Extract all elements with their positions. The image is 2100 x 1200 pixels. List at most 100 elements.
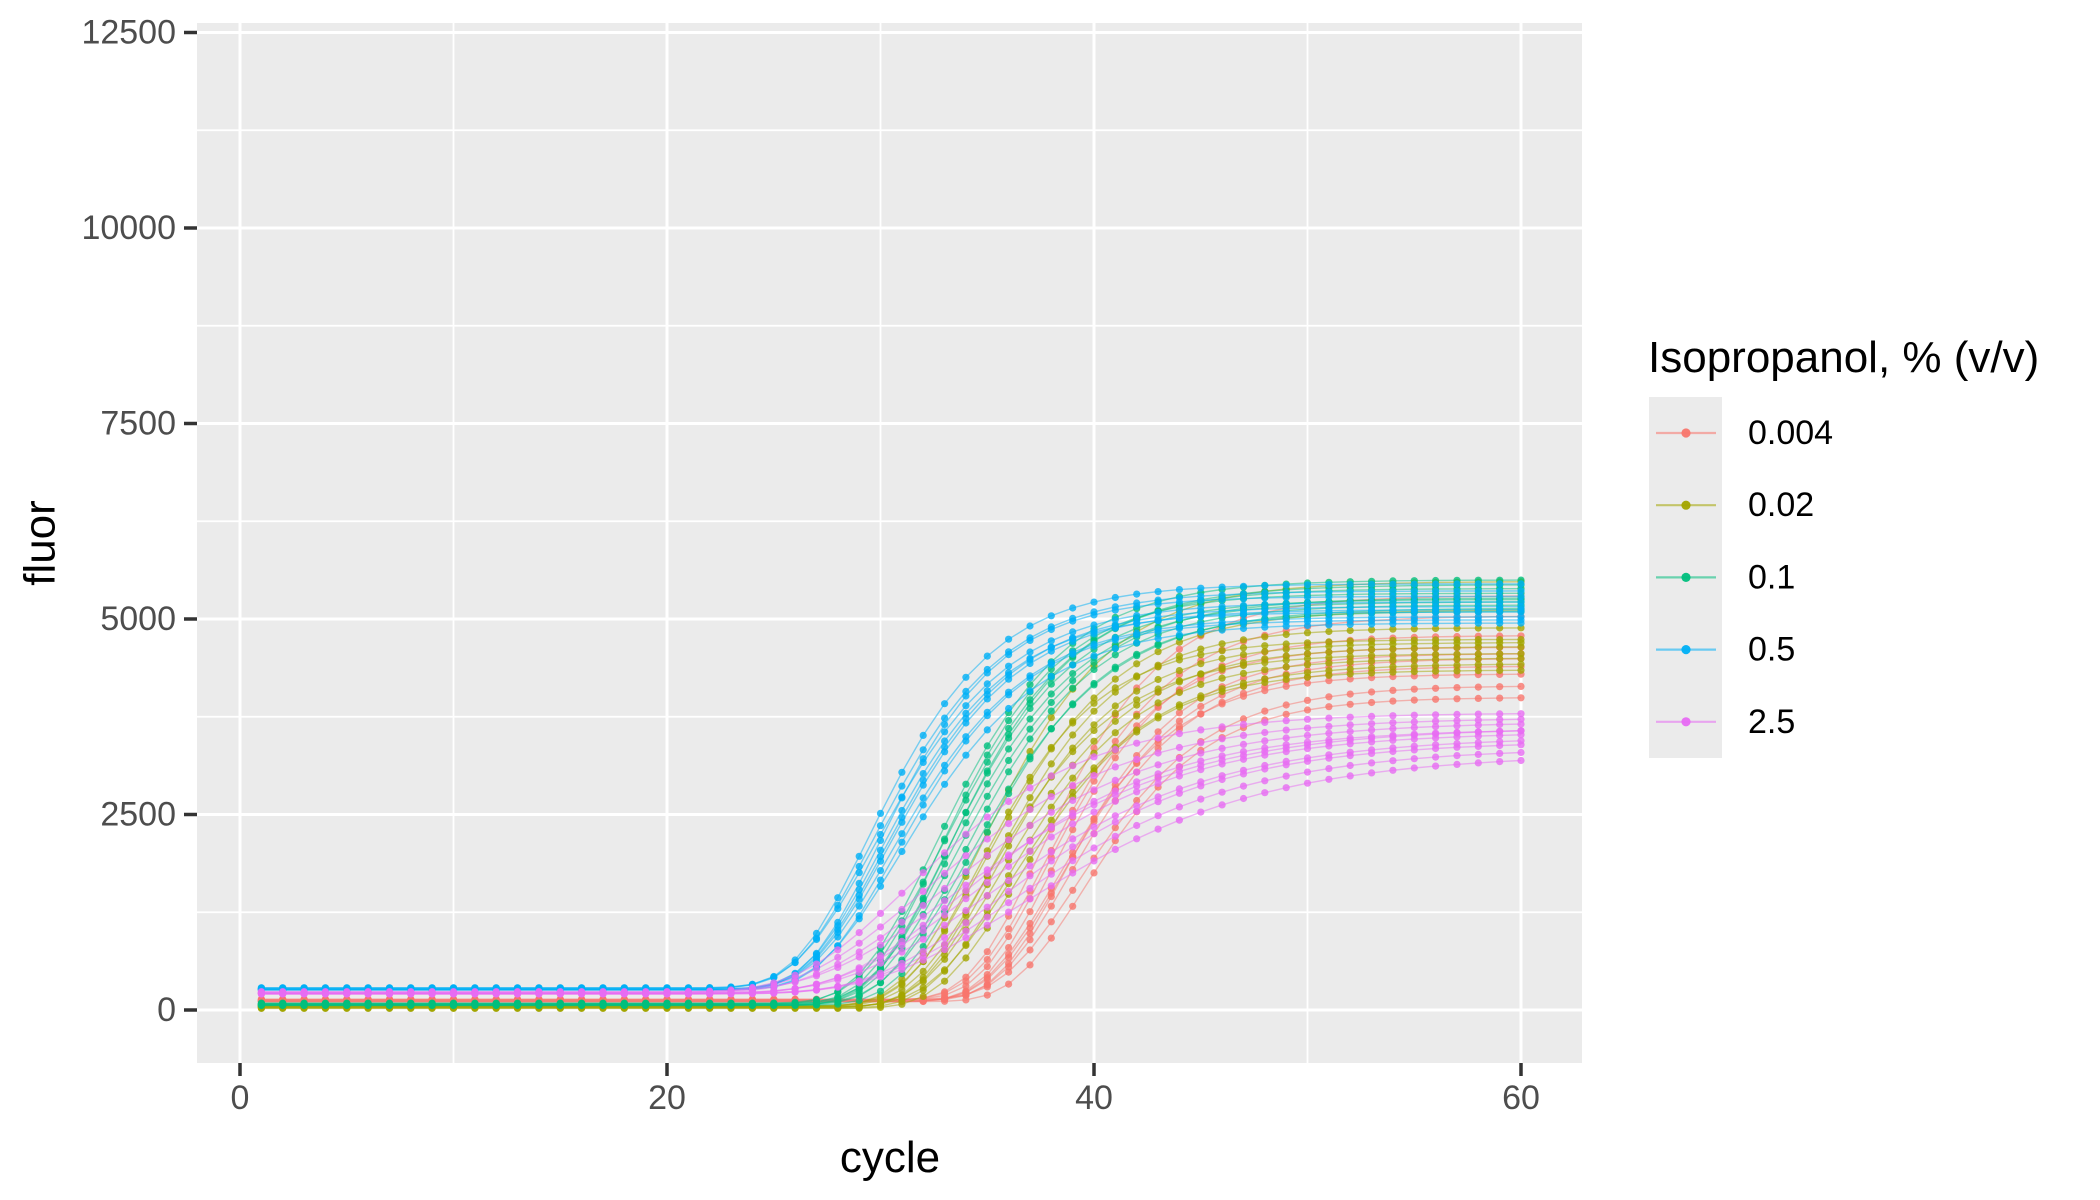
data-point — [1218, 665, 1226, 673]
data-point — [791, 978, 799, 986]
data-point — [1282, 630, 1290, 639]
data-point — [1175, 625, 1183, 633]
data-point — [983, 712, 991, 720]
data-point — [1026, 908, 1034, 916]
data-point — [1154, 640, 1162, 648]
data-point — [1069, 661, 1077, 669]
data-point — [1111, 606, 1119, 614]
data-point — [1432, 580, 1440, 588]
data-point — [962, 692, 970, 700]
data-point — [983, 974, 991, 982]
data-point — [1410, 735, 1418, 743]
data-point — [941, 897, 949, 905]
data-point — [962, 895, 970, 903]
data-point — [1026, 699, 1034, 708]
data-point — [1368, 769, 1376, 777]
data-point — [1239, 748, 1248, 756]
data-point — [556, 1001, 564, 1009]
data-point — [1047, 793, 1055, 801]
data-point — [1133, 631, 1141, 639]
data-point — [1517, 682, 1525, 691]
data-point — [1026, 805, 1034, 814]
data-point — [941, 780, 949, 788]
data-point — [1175, 730, 1183, 738]
data-point — [1261, 737, 1269, 745]
data-point — [1026, 794, 1034, 802]
data-point — [1069, 848, 1077, 857]
data-point — [1090, 721, 1098, 729]
data-point — [1197, 651, 1205, 659]
data-point — [876, 857, 885, 865]
data-point — [1090, 699, 1098, 707]
data-point — [1005, 691, 1013, 699]
data-point — [834, 953, 842, 962]
data-point — [1346, 734, 1354, 742]
data-point — [1197, 782, 1205, 790]
data-point — [1154, 588, 1162, 596]
data-point — [1090, 726, 1098, 735]
data-point — [1111, 663, 1119, 671]
data-point — [983, 869, 991, 878]
data-point — [1069, 781, 1077, 790]
data-point — [1303, 661, 1312, 669]
data-point — [855, 1004, 863, 1012]
data-point — [1111, 787, 1119, 795]
data-point — [1047, 661, 1055, 669]
data-point — [1282, 682, 1290, 690]
data-point — [1432, 762, 1440, 770]
data-point — [1197, 622, 1205, 631]
data-point — [876, 941, 885, 949]
data-point — [812, 972, 821, 980]
legend-key-point — [1681, 572, 1691, 583]
data-point — [1261, 687, 1269, 695]
data-point — [1389, 731, 1397, 739]
data-point — [1282, 589, 1290, 597]
data-point — [1325, 722, 1333, 731]
data-point — [1047, 918, 1055, 926]
data-point — [1282, 675, 1290, 684]
data-point — [1218, 654, 1226, 663]
data-point — [1368, 733, 1376, 741]
data-point — [1090, 694, 1098, 702]
data-point — [983, 680, 991, 688]
data-point — [1368, 657, 1376, 665]
data-point — [1197, 757, 1205, 765]
data-point — [620, 990, 628, 998]
data-point — [1496, 694, 1504, 702]
data-point — [1133, 696, 1141, 704]
data-point — [1325, 607, 1333, 615]
data-point — [1197, 596, 1205, 605]
data-point — [1133, 672, 1141, 680]
data-point — [1389, 620, 1397, 628]
data-point — [983, 652, 991, 660]
data-point — [1389, 697, 1397, 705]
data-point — [1303, 757, 1312, 765]
data-point — [1303, 679, 1312, 687]
data-point — [1111, 636, 1119, 644]
data-point — [1175, 677, 1183, 685]
data-point — [855, 895, 863, 903]
data-point — [1090, 665, 1098, 674]
data-point — [812, 960, 821, 968]
data-point — [1154, 770, 1162, 778]
data-point — [1154, 734, 1162, 742]
data-point — [1133, 796, 1141, 805]
data-point — [1496, 606, 1504, 614]
data-point — [407, 1001, 415, 1009]
data-point — [300, 1001, 308, 1009]
data-point — [919, 927, 927, 935]
data-point — [983, 948, 991, 956]
data-point — [1239, 669, 1248, 678]
data-point — [876, 867, 885, 875]
data-point — [834, 928, 842, 937]
data-point — [941, 911, 949, 919]
data-point — [1453, 710, 1461, 719]
data-point — [1133, 755, 1141, 764]
data-point — [919, 801, 927, 809]
data-point — [1303, 629, 1312, 637]
data-point — [1325, 648, 1333, 656]
data-point — [1090, 598, 1098, 606]
data-point — [919, 956, 927, 964]
data-point — [1111, 763, 1119, 771]
data-point — [919, 887, 927, 896]
